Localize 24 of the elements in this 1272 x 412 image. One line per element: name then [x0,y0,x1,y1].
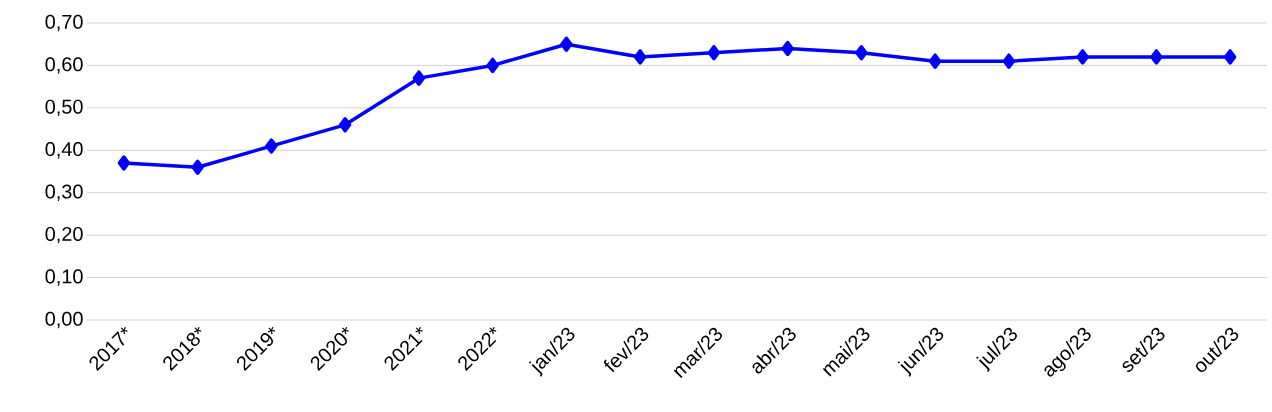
y-tick-label: 0,70 [45,14,83,32]
point [855,44,868,61]
y-tick-label: 0,30 [45,184,83,201]
y-tick-label: 0,40 [45,142,83,159]
point [707,44,721,61]
point [560,36,573,52]
point [265,138,278,154]
point [781,40,794,57]
point [1002,53,1016,69]
point [1076,49,1089,65]
y-tick-label: 0,10 [45,269,83,286]
y-tick-label: 0,60 [45,57,83,74]
point [338,117,352,133]
point [412,70,426,86]
y-tick-label: 0,00 [45,311,83,329]
y-tick-label: 0,20 [45,226,83,244]
point [486,57,499,74]
point [633,49,647,65]
point [117,155,131,171]
point [928,53,942,69]
point [1150,49,1163,65]
point [191,159,204,175]
point [1223,49,1237,65]
y-tick-label: 0,50 [45,99,83,117]
